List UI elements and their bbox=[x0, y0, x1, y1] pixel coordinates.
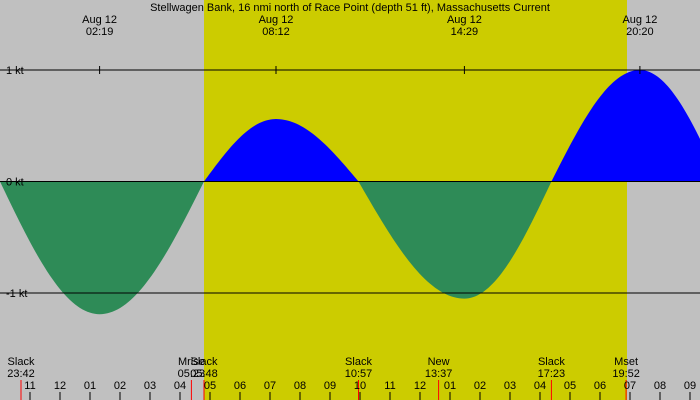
hour-tick-label: 08 bbox=[294, 380, 306, 392]
hour-tick-label: 11 bbox=[24, 380, 35, 392]
hour-tick-label: 04 bbox=[534, 380, 546, 392]
event-time-label: 19:52 bbox=[612, 368, 640, 380]
event-labels: Slack23:42Mrise05:23Slack05:48Slack10:57… bbox=[7, 356, 640, 400]
event-time-label: 23:42 bbox=[7, 368, 35, 380]
current-area bbox=[0, 70, 700, 315]
hour-tick-label: 01 bbox=[444, 380, 456, 392]
peak-date-label: Aug 12 bbox=[259, 14, 294, 26]
hour-tick-label: 02 bbox=[114, 380, 126, 392]
hour-tick-label: 07 bbox=[264, 380, 276, 392]
flood-lobe-1 bbox=[204, 119, 359, 182]
event-name-label: New bbox=[428, 356, 450, 368]
hour-tick-label: 05 bbox=[204, 380, 216, 392]
y-tick-label: 1 kt bbox=[6, 65, 24, 77]
event-time-label: 13:37 bbox=[425, 368, 453, 380]
hour-tick-label: 04 bbox=[174, 380, 186, 392]
hour-tick-label: 03 bbox=[144, 380, 156, 392]
ebb-lobe-2 bbox=[358, 181, 552, 299]
hour-tick-label: 07 bbox=[624, 380, 636, 392]
event-name-label: Mset bbox=[614, 356, 638, 368]
event-time-label: 05:48 bbox=[190, 368, 218, 380]
hour-tick-label: 08 bbox=[654, 380, 666, 392]
peak-time-label: 02:19 bbox=[86, 26, 114, 38]
ebb-lobe-0 bbox=[0, 181, 204, 315]
event-name-label: Slack bbox=[191, 356, 218, 368]
event-name-label: Slack bbox=[538, 356, 565, 368]
hour-tick-label: 06 bbox=[234, 380, 246, 392]
hour-tick-label: 11 bbox=[384, 380, 395, 392]
event-time-label: 05:23 bbox=[178, 368, 206, 380]
hour-tick-label: 12 bbox=[414, 380, 426, 392]
hour-tick-label: 06 bbox=[594, 380, 606, 392]
hour-tick-label: 10 bbox=[354, 380, 366, 392]
flood-lobe-3 bbox=[551, 70, 700, 182]
hour-tick-label: 01 bbox=[84, 380, 96, 392]
hour-tick-label: 03 bbox=[504, 380, 516, 392]
hour-tick-label: 09 bbox=[684, 380, 696, 392]
hour-tick-label: 02 bbox=[474, 380, 486, 392]
event-time-label: 17:23 bbox=[538, 368, 566, 380]
peak-date-label: Aug 12 bbox=[82, 14, 117, 26]
y-gridlines: 1 kt 0 kt -1 kt bbox=[0, 65, 700, 300]
peak-date-label: Aug 12 bbox=[622, 14, 657, 26]
event-name-label: Slack bbox=[345, 356, 372, 368]
peak-time-label: 14:29 bbox=[451, 26, 479, 38]
peak-date-label: Aug 12 bbox=[447, 14, 482, 26]
event-name-label: Slack bbox=[8, 356, 35, 368]
event-time-label: 10:57 bbox=[345, 368, 373, 380]
y-tick-label: -1 kt bbox=[6, 288, 27, 300]
y-tick-label: 0 kt bbox=[6, 177, 24, 189]
event-name-label: Mrise bbox=[178, 356, 205, 368]
x-axis-ticks: 11 12 01 02 03 04 05 06 07 08 09 10 11 12 01 02 03 04 05 06… bbox=[24, 380, 696, 400]
peak-time-label: 08:12 bbox=[262, 26, 290, 38]
peak-time-label: 20:20 bbox=[626, 26, 654, 38]
hour-tick-label: 05 bbox=[564, 380, 576, 392]
hour-tick-label: 12 bbox=[54, 380, 66, 392]
chart-title: Stellwagen Bank, 16 nmi north of Race Po… bbox=[150, 2, 550, 14]
hour-tick-label: 09 bbox=[324, 380, 336, 392]
